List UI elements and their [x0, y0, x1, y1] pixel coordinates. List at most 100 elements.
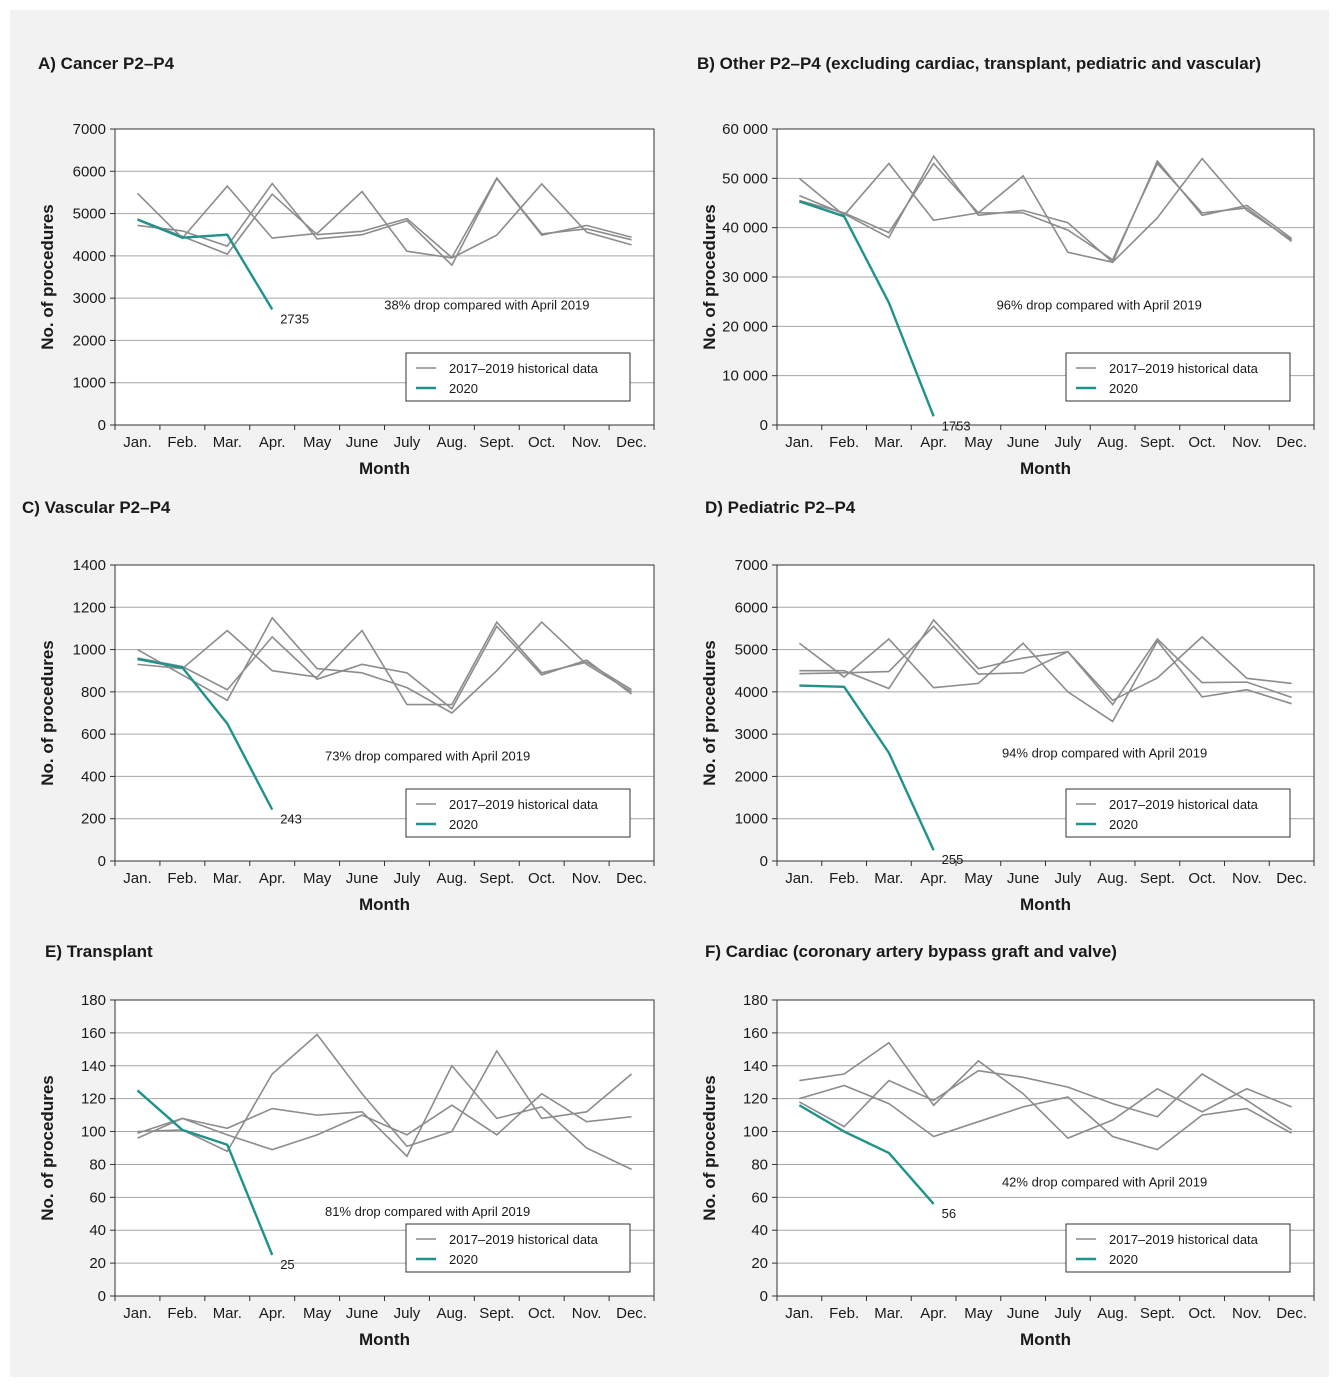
chart-b-x-tick-label: Nov. — [1232, 434, 1262, 451]
chart-c-y-tick-label: 0 — [98, 853, 106, 870]
chart-a-historical-line-3 — [137, 176, 632, 259]
chart-b-y-tick-label: 40 000 — [722, 220, 768, 237]
chart-f-annotation: 42% drop compared with April 2019 — [1002, 1174, 1207, 1189]
chart-b-x-tick-label: Feb. — [829, 434, 859, 451]
chart-f-historical-line-2 — [799, 1084, 1293, 1151]
chart-d-legend-label-historical: 2017–2019 historical data — [1109, 797, 1259, 812]
figure: A) Cancer P2–P4 0 1000 2000 3000 4000 5000 6000… — [10, 10, 1329, 1377]
chart-e-x-tick-label: Oct. — [528, 1305, 556, 1322]
chart-d-y-tick-label: 3000 — [735, 726, 768, 743]
chart-d-end-value-label: 255 — [942, 852, 964, 867]
chart-b-x-tick-label: Aug. — [1097, 434, 1128, 451]
chart-f-x-tick-label: May — [964, 1305, 993, 1322]
chart-b-x-tick-label: July — [1055, 434, 1082, 451]
chart-b-y-tick-label: 10 000 — [722, 368, 768, 385]
chart-e-x-axis-title: Month — [359, 1330, 410, 1349]
chart-a-legend-box — [405, 352, 631, 402]
chart-d-historical-line-2 — [799, 618, 1292, 702]
chart-d-legend-box — [1065, 788, 1291, 838]
chart-e-x-tick-label: May — [303, 1305, 332, 1322]
chart-a-historical-line-1 — [136, 182, 632, 259]
chart-d-series-2020-line — [799, 684, 935, 851]
chart-e-x-tick-label: July — [394, 1305, 421, 1322]
chart-b-x-axis-title: Month — [1020, 459, 1071, 478]
chart-b-x-tick-label: Sept. — [1140, 434, 1175, 451]
chart-c: 0 200 400 600 800 1000 1200 1400 Jan. Feb. Mar. Apr… — [38, 557, 655, 914]
chart-c-y-tick-label: 1400 — [73, 557, 106, 574]
chart-d-y-tick-label: 6000 — [735, 599, 768, 616]
chart-c-y-tick-label: 800 — [81, 684, 106, 701]
chart-b-x-tick-label: Apr. — [920, 434, 947, 451]
chart-b-historical-line-2 — [799, 154, 1293, 264]
chart-f-x-tick-label: Jan. — [785, 1305, 813, 1322]
chart-b-x-tick-label: Dec. — [1276, 434, 1307, 451]
chart-c-x-tick-label: Mar. — [213, 870, 242, 887]
chart-f-y-tick-label: 120 — [743, 1091, 768, 1108]
chart-d-x-tick-label: Jan. — [785, 870, 813, 887]
chart-f-historical-line-1 — [799, 1041, 1292, 1140]
chart-f-y-tick-label: 60 — [751, 1189, 768, 1206]
chart-e-y-tick-label: 160 — [81, 1025, 106, 1042]
chart-c-y-tick-label: 600 — [81, 726, 106, 743]
chart-a-legend-label-historical: 2017–2019 historical data — [449, 361, 599, 376]
chart-e-y-tick-label: 140 — [81, 1058, 106, 1075]
chart-b-annotation: 96% drop compared with April 2019 — [997, 298, 1202, 313]
chart-d-x-tick-label: May — [964, 870, 993, 887]
chart-b-title: B) Other P2–P4 (excluding cardiac, trans… — [697, 54, 1262, 73]
chart-f-end-value-label: 56 — [942, 1206, 956, 1221]
chart-d-y-tick-label: 2000 — [735, 768, 768, 785]
chart-e-y-tick-label: 120 — [81, 1091, 106, 1108]
chart-c-historical-line-2 — [137, 616, 632, 714]
chart-c-x-tick-label: Apr. — [259, 870, 286, 887]
chart-d-legend: 2017–2019 historical data 2020 — [1065, 788, 1291, 838]
chart-d-y-tick-label: 7000 — [735, 557, 768, 574]
chart-f-x-tick-label: Mar. — [874, 1305, 903, 1322]
chart-b-y-tick-label: 30 000 — [722, 269, 768, 286]
chart-a-x-tick-label: Apr. — [259, 434, 286, 451]
chart-f-x-tick-label: Oct. — [1188, 1305, 1216, 1322]
chart-c-x-tick-label: May — [303, 870, 332, 887]
chart-f-x-tick-label: June — [1007, 1305, 1040, 1322]
chart-e-y-tick-label: 20 — [89, 1255, 106, 1272]
chart-d-x-axis-title: Month — [1020, 895, 1071, 914]
chart-e-x-tick-label: June — [346, 1305, 379, 1322]
chart-a-x-tick-label: Mar. — [213, 434, 242, 451]
chart-a-x-tick-label: June — [346, 434, 379, 451]
chart-f-legend-box — [1065, 1223, 1291, 1273]
chart-f-x-axis-title: Month — [1020, 1330, 1071, 1349]
chart-b-historical-line-1 — [798, 157, 1293, 264]
chart-d-x-tick-label: Oct. — [1188, 870, 1216, 887]
chart-e-y-tick-label: 40 — [89, 1222, 106, 1239]
chart-d-x-tick-label: Sept. — [1140, 870, 1175, 887]
chart-c-title: C) Vascular P2–P4 — [22, 498, 171, 517]
chart-b-end-value-label: 1753 — [942, 418, 971, 433]
chart-b-y-tick-label: 20 000 — [722, 318, 768, 335]
chart-c-historical-line-3 — [137, 624, 633, 710]
chart-a-x-tick-label: Feb. — [167, 434, 197, 451]
chart-e-y-axis-title: No. of procedures — [38, 1075, 57, 1220]
chart-a-y-tick-label: 2000 — [73, 332, 106, 349]
chart-c-x-tick-label: Sept. — [479, 870, 514, 887]
chart-a-y-tick-label: 5000 — [73, 206, 106, 223]
chart-b-legend-box — [1065, 352, 1291, 402]
chart-a-legend-label-2020: 2020 — [449, 381, 478, 396]
chart-f: 0 20 40 60 80 100 120 140 160 180 Jan. Feb. Mar. Apr.… — [700, 992, 1315, 1349]
chart-c-legend-label-2020: 2020 — [449, 817, 478, 832]
chart-a-x-tick-label: Oct. — [528, 434, 556, 451]
chart-b: 0 10 000 20 000 30 000 40 000 50 000 60 000 Jan… — [700, 121, 1315, 478]
chart-a-x-tick-label: May — [303, 434, 332, 451]
chart-f-y-tick-label: 0 — [760, 1288, 768, 1305]
chart-b-y-axis-title: No. of procedures — [700, 204, 719, 349]
chart-c-historical-line-1 — [137, 620, 632, 706]
chart-c-series-2020-line — [137, 657, 274, 811]
chart-e-annotation: 81% drop compared with April 2019 — [325, 1204, 530, 1219]
chart-c-y-tick-label: 1000 — [73, 642, 106, 659]
chart-a-y-tick-label: 3000 — [73, 290, 106, 307]
chart-c-x-tick-label: Oct. — [528, 870, 556, 887]
chart-e-end-value-label: 25 — [280, 1257, 294, 1272]
chart-e: 0 20 40 60 80 100 120 140 160 180 Jan. Feb. Mar. Apr.… — [38, 992, 655, 1349]
chart-e-x-tick-label: Dec. — [616, 1305, 647, 1322]
chart-f-y-tick-label: 100 — [743, 1124, 768, 1141]
chart-f-y-tick-label: 40 — [751, 1222, 768, 1239]
chart-d-historical-line-1 — [798, 637, 1292, 723]
